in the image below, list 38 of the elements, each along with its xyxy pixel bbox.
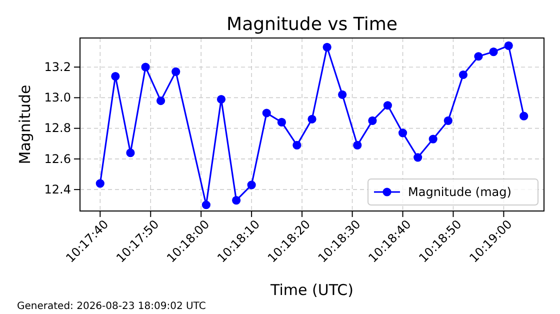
point xyxy=(96,179,104,188)
point xyxy=(232,196,241,205)
point xyxy=(504,41,513,50)
point xyxy=(126,148,135,158)
y-tick-label: 12.4 xyxy=(44,182,71,196)
y-tick-label: 12.6 xyxy=(44,152,71,166)
point xyxy=(383,101,392,110)
point xyxy=(489,47,498,56)
legend-label: Magnitude (mag) xyxy=(408,185,512,200)
point xyxy=(172,67,180,76)
point xyxy=(338,90,347,99)
point xyxy=(458,70,468,80)
point xyxy=(520,112,528,120)
point xyxy=(322,42,332,52)
y-tick-label: 13.2 xyxy=(44,60,71,74)
text: Generated: 2026-08-23 18:09:02 UTC xyxy=(17,301,206,312)
x-axis-title: Time (UTC) xyxy=(270,281,354,299)
point xyxy=(111,72,120,81)
y-tick-label: 13.0 xyxy=(44,90,71,105)
point xyxy=(368,116,377,125)
point xyxy=(141,62,150,72)
chart-title: Magnitude vs Time xyxy=(226,14,398,35)
point xyxy=(292,140,302,150)
point xyxy=(444,116,452,125)
point xyxy=(428,134,438,144)
y-axis-title: Magnitude xyxy=(16,84,34,164)
point xyxy=(247,180,256,190)
y-tick-label: 12.8 xyxy=(44,121,71,136)
point xyxy=(308,114,316,124)
point xyxy=(156,96,166,106)
point xyxy=(353,140,362,150)
point xyxy=(398,128,408,138)
point xyxy=(202,200,210,210)
point xyxy=(474,52,483,61)
point xyxy=(414,153,422,162)
point xyxy=(262,108,271,118)
point xyxy=(277,118,286,127)
point xyxy=(216,94,226,104)
